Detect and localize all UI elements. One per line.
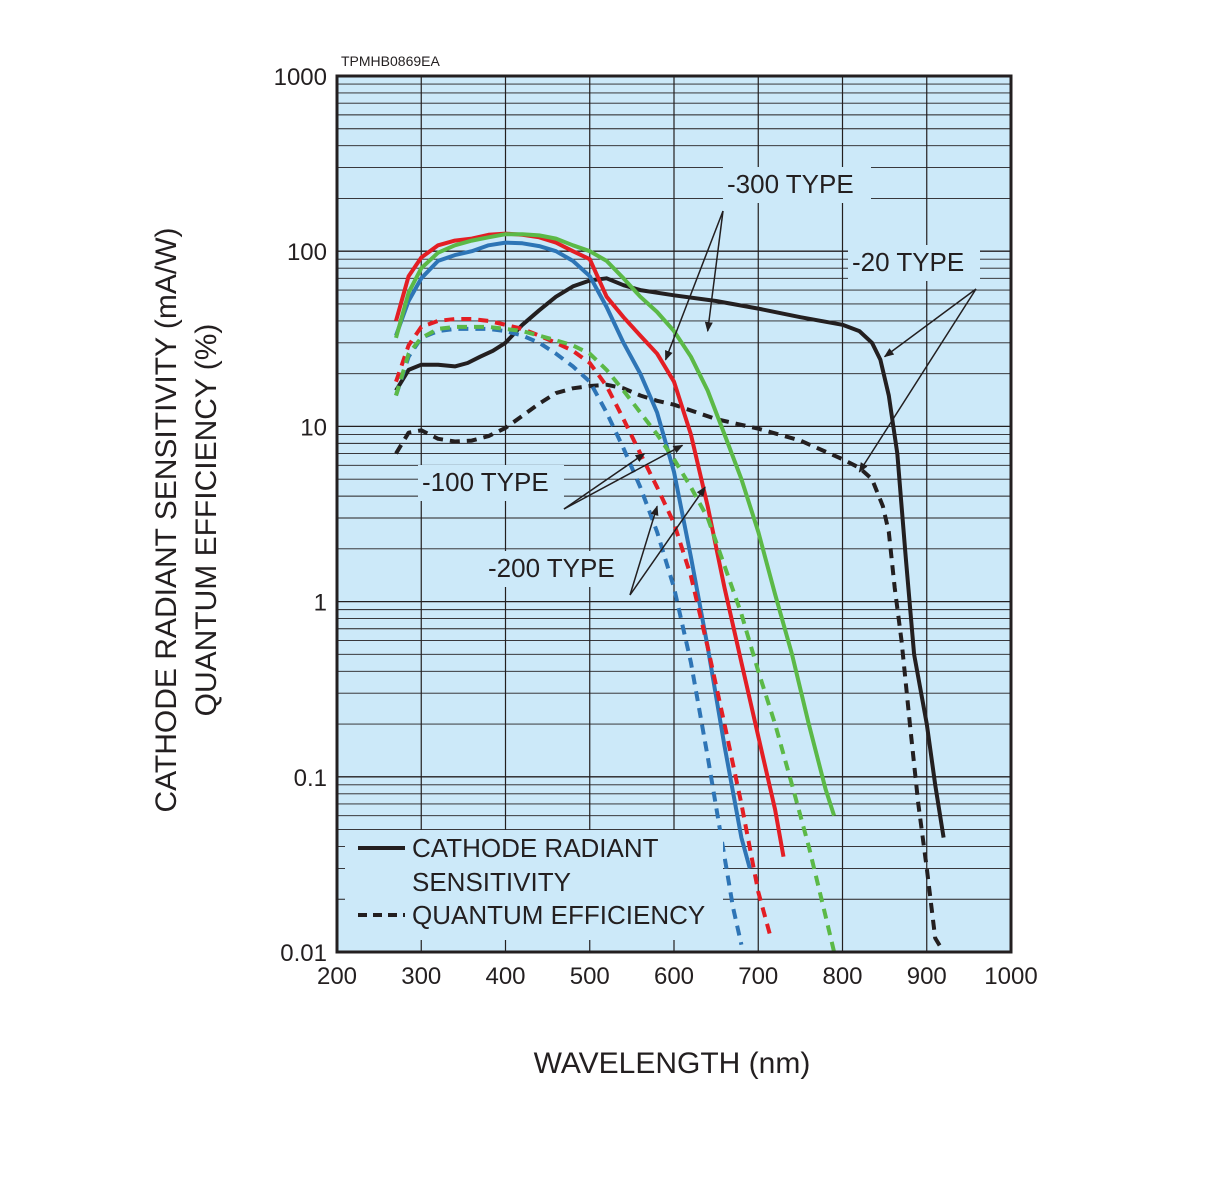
callout-arrow [883, 288, 977, 358]
y-axis-title-line-2: QUANTUM EFFICIENCY (%) [190, 324, 223, 717]
callout-label: -100 TYPE [422, 467, 549, 497]
y-axis-title-line-1: CATHODE RADIANT SENSITIVITY (mA/W) [150, 227, 183, 812]
callout-label: -300 TYPE [727, 169, 854, 199]
legend-label-radiant-1: CATHODE RADIANT [412, 833, 659, 863]
callout-200type: -200 TYPE [484, 486, 706, 596]
callout-arrow [858, 288, 977, 473]
callout-label-bg [723, 167, 871, 203]
plot-frame [335, 74, 1013, 954]
y-tick-label: 100 [287, 239, 327, 266]
series-line-100type-quantum-efficiency [394, 326, 744, 946]
series-line-200type-quantum-efficiency [394, 317, 773, 939]
chart-code: TPMHB0869EA [341, 53, 440, 69]
callouts: -300 TYPE -20 TYPE -100 TYPE -200 TYPE [418, 167, 980, 596]
x-tick-label: 1000 [984, 963, 1037, 990]
legend-label-radiant-2: SENSITIVITY [412, 867, 571, 897]
y-tick-label: 10 [300, 414, 327, 441]
callout-arrow [629, 486, 706, 596]
legend: CATHODE RADIANT SENSITIVITY QUANTUM EFFI… [345, 830, 723, 940]
series-line-100type-radiant-sensitivity [394, 240, 752, 869]
series-line-200type-radiant-sensitivity [394, 231, 786, 858]
series-line-20type-quantum-efficiency [394, 382, 946, 952]
y-tick-label: 1000 [274, 64, 327, 91]
x-tick-label: 200 [317, 963, 357, 990]
series-layer [394, 231, 946, 952]
x-tick-label: 700 [738, 963, 778, 990]
callout-20type: -20 TYPE [848, 245, 980, 473]
callout-label: -200 TYPE [488, 553, 615, 583]
callout-100type: -100 TYPE [418, 444, 684, 510]
callout-label-bg [418, 465, 564, 501]
x-tick-label: 800 [822, 963, 862, 990]
y-tick-label: 0.1 [294, 765, 327, 792]
x-tick-label: 300 [401, 963, 441, 990]
callout-arrow [664, 210, 724, 361]
legend-box [345, 830, 723, 940]
y-tick-label: 0.01 [280, 940, 327, 967]
callout-arrow [563, 452, 646, 510]
x-tick-label: 500 [570, 963, 610, 990]
x-axis-ticks: 200 300 400 500 600 700 800 900 1000 [317, 963, 1038, 990]
y-axis-ticks: 0.01 0.1 1 10 100 1000 [274, 64, 327, 967]
series-line-300type-quantum-efficiency [394, 324, 837, 952]
callout-label: -20 TYPE [852, 247, 964, 277]
callout-label-bg [848, 245, 980, 281]
y-tick-label: 1 [314, 590, 327, 617]
x-axis-title: WAVELENGTH (nm) [534, 1047, 811, 1080]
callout-label-bg [484, 551, 630, 587]
callout-arrow [629, 505, 659, 596]
callout-arrow [704, 210, 724, 333]
x-tick-label: 900 [907, 963, 947, 990]
series-line-300type-radiant-sensitivity [394, 232, 837, 817]
callout-arrow [563, 444, 684, 510]
legend-label-quantum: QUANTUM EFFICIENCY [412, 900, 705, 930]
x-tick-label: 400 [485, 963, 525, 990]
callout-300type: -300 TYPE [664, 167, 871, 361]
x-tick-label: 600 [654, 963, 694, 990]
